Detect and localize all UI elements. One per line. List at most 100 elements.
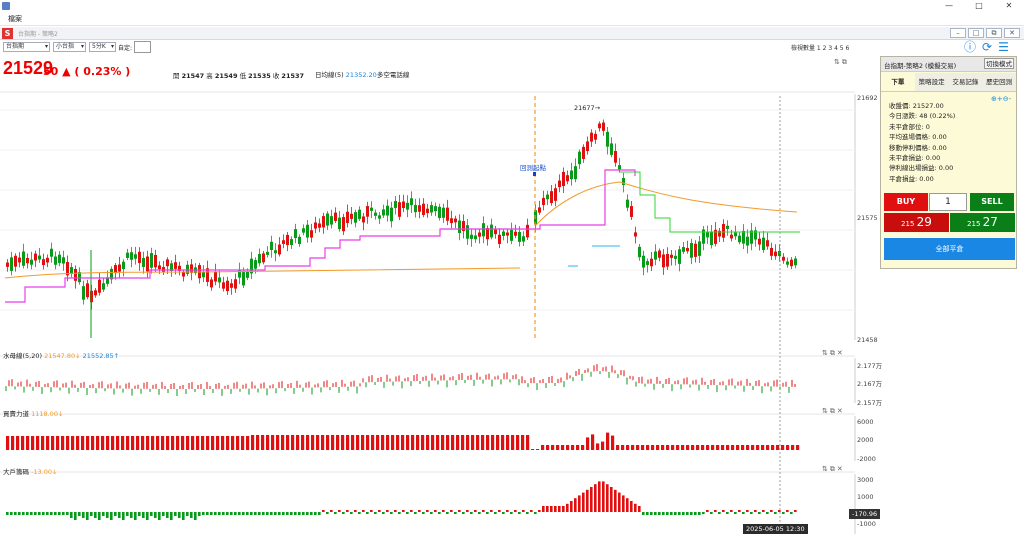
force-bar	[111, 436, 115, 450]
candle	[570, 170, 573, 180]
close-button[interactable]: ✕	[1005, 1, 1013, 10]
chips-bar	[158, 512, 161, 520]
candle	[622, 178, 625, 185]
chips-bar	[14, 512, 17, 515]
force-bar	[211, 436, 215, 450]
chips-bar	[694, 512, 697, 515]
user-list-icon[interactable]: ☰	[998, 40, 1009, 54]
buy-button[interactable]: BUY	[884, 193, 928, 211]
chips-bar	[150, 512, 153, 516]
menu-file[interactable]: 檔案	[8, 15, 22, 23]
candle	[206, 268, 209, 282]
quantity-input[interactable]: 1	[929, 193, 967, 211]
chips-bar	[222, 512, 225, 515]
minimize-button[interactable]: —	[945, 1, 953, 10]
force-bar	[771, 445, 775, 450]
zoom-icons[interactable]: ⊕+⊖-	[991, 95, 1012, 103]
candle	[238, 270, 241, 278]
inner-tile-button[interactable]: ⧉	[986, 28, 1002, 38]
candle	[222, 282, 225, 289]
signal-icon[interactable]: ⓘ	[964, 40, 977, 54]
chips-bar	[130, 512, 133, 518]
chips-bar	[162, 512, 165, 516]
chips-bar	[514, 510, 517, 512]
candle	[482, 223, 485, 237]
candle	[418, 205, 421, 212]
chips-bar	[42, 512, 45, 515]
candle	[210, 279, 213, 288]
strategy-s-icon: S	[2, 28, 13, 39]
info-realized: 平倉損益: 0.00	[889, 174, 934, 183]
chips-bar	[766, 512, 769, 514]
chips-bar	[378, 510, 381, 512]
candle	[70, 267, 73, 274]
candle	[594, 133, 597, 140]
candle	[262, 253, 265, 263]
tab-backtest[interactable]: 歷史回測	[986, 78, 1013, 86]
maximize-button[interactable]: □	[975, 1, 983, 10]
candle	[650, 258, 653, 267]
pane-jellyfish-header: 水母線(5,20) 21547.80↓ 21552.85↑	[3, 352, 120, 360]
force-bar	[441, 435, 445, 450]
candle	[50, 248, 53, 257]
tab-strategy-settings[interactable]: 策略設定	[918, 78, 945, 86]
chips-bar	[134, 512, 137, 520]
bid-price-button[interactable]: 215 29	[884, 213, 949, 232]
chips-bar	[54, 512, 57, 515]
chips-bar	[354, 510, 357, 512]
force-bar	[36, 436, 40, 450]
force-bar	[591, 434, 595, 450]
chips-bar	[434, 510, 437, 512]
chips-bar	[358, 512, 361, 514]
refresh-icon[interactable]: ⟳	[982, 40, 993, 54]
candle	[426, 208, 429, 214]
switch-mode-button[interactable]: 切換模式	[984, 58, 1014, 69]
candle	[770, 247, 773, 256]
pane3-axis-top: 3000	[857, 476, 874, 484]
candle	[214, 271, 217, 282]
tab-order[interactable]: 下單	[881, 73, 915, 91]
candle	[226, 280, 229, 292]
chips-bar	[746, 510, 749, 512]
candle	[794, 258, 797, 266]
close-all-button[interactable]: 全部平倉	[884, 238, 1015, 260]
force-bar	[581, 445, 585, 450]
candle	[474, 235, 477, 240]
chips-bar	[210, 512, 213, 515]
force-bar	[61, 436, 65, 450]
inner-restore-button[interactable]: □	[968, 28, 984, 38]
main-pane-tools[interactable]: ⇅⧉	[834, 58, 849, 66]
backtest-marker	[533, 172, 536, 176]
candle	[58, 254, 61, 263]
force-bar	[426, 435, 430, 450]
force-bar	[726, 445, 730, 450]
force-bar	[641, 445, 645, 450]
ask-price-button[interactable]: 215 27	[950, 213, 1015, 232]
chips-bar	[454, 512, 457, 514]
pane1-tools[interactable]: ⇅⧉✕	[822, 349, 845, 357]
candle	[422, 203, 425, 215]
candle	[94, 290, 97, 296]
chips-bar	[478, 512, 481, 514]
pane3-tools[interactable]: ⇅⧉✕	[822, 465, 845, 473]
candle	[110, 268, 113, 280]
pane2-tools[interactable]: ⇅⧉✕	[822, 407, 845, 415]
inner-minimize-button[interactable]: –	[950, 28, 966, 38]
price-chart[interactable]	[0, 0, 860, 534]
product-select[interactable]: 台指期	[3, 42, 50, 52]
force-bar	[321, 435, 325, 450]
inner-close-button[interactable]: ✕	[1004, 28, 1020, 38]
custom-input[interactable]	[134, 41, 151, 53]
sell-button[interactable]: SELL	[970, 193, 1014, 211]
tab-trade-log[interactable]: 交易記錄	[952, 78, 979, 86]
contract-select[interactable]: 小台指	[53, 42, 86, 52]
chips-bar	[446, 512, 449, 514]
candle	[282, 240, 285, 244]
chips-bar	[154, 512, 157, 518]
view-count-selector[interactable]: 檢視數量 1 2 3 4 5 6	[791, 45, 850, 52]
chips-bar	[26, 512, 29, 515]
chips-bar	[198, 512, 201, 516]
candle	[466, 225, 469, 239]
force-bar	[406, 435, 410, 450]
period-select[interactable]: 5分K	[89, 42, 116, 52]
